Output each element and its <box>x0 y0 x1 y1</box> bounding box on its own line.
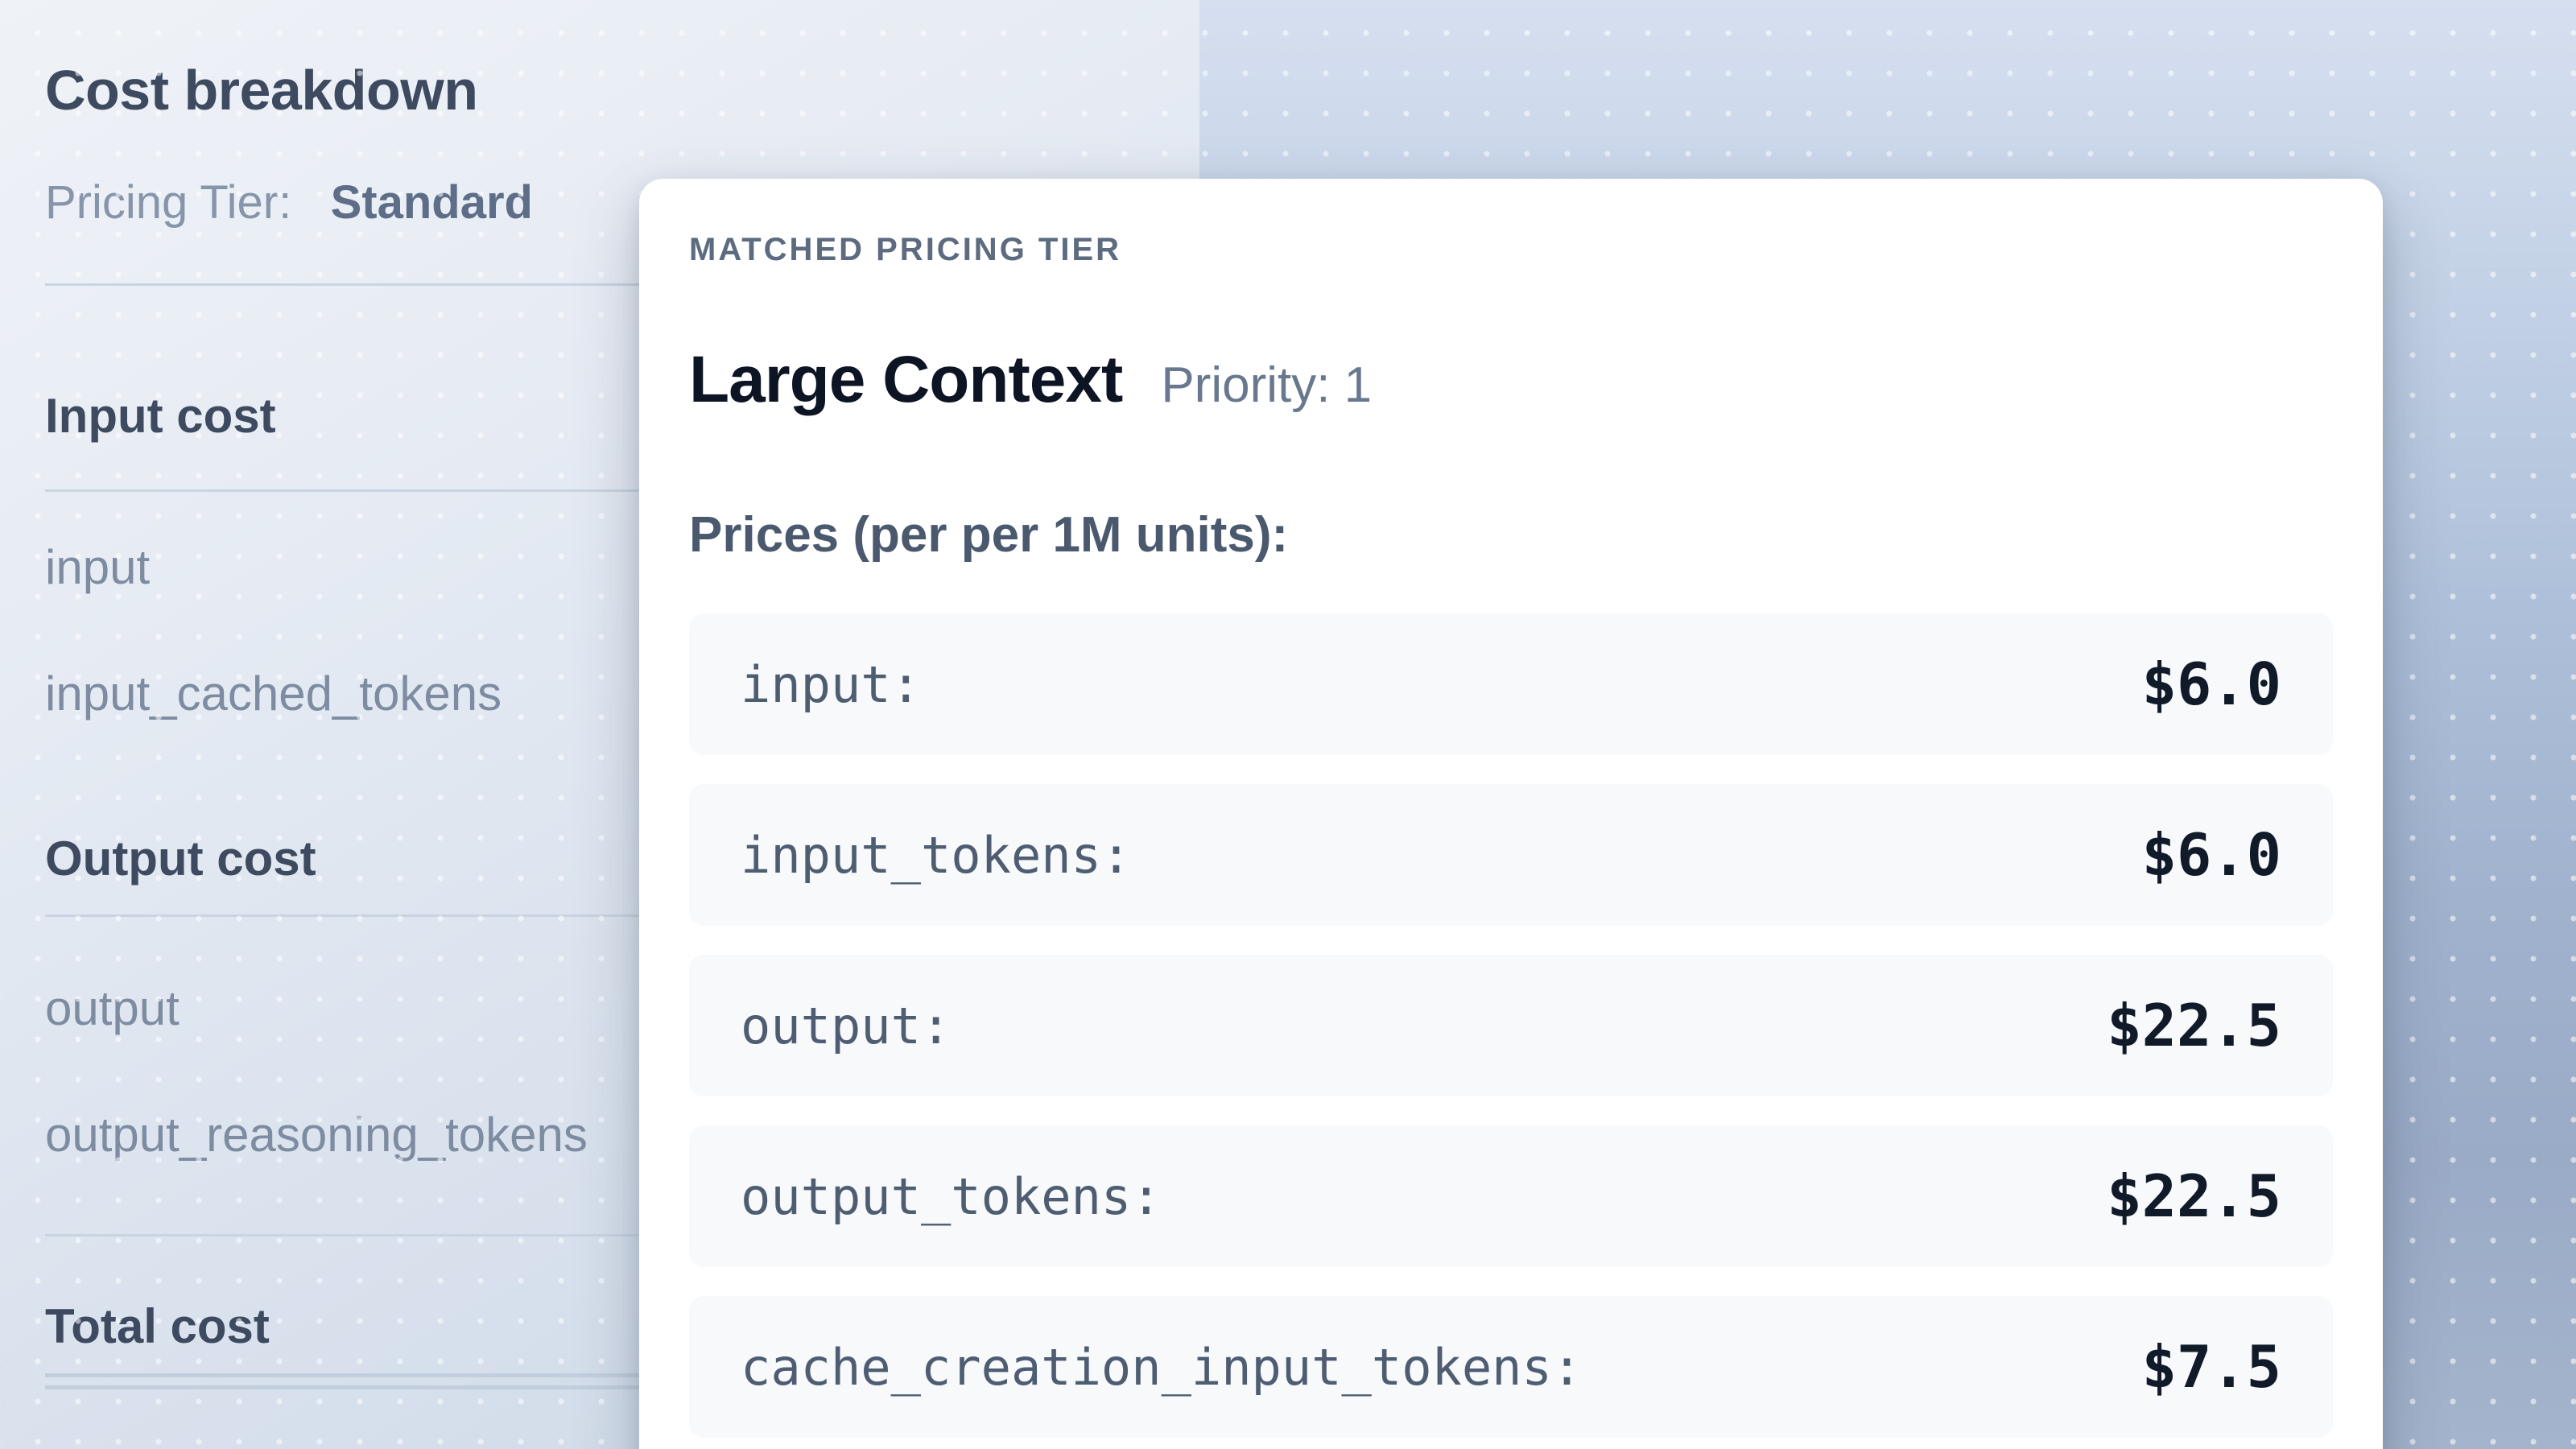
tier-priority: Priority: 1 <box>1161 357 1373 413</box>
cost-item-output-reasoning-tokens: output_reasoning_tokens <box>45 1108 588 1162</box>
price-row: input_tokens: $6.0 <box>689 784 2333 926</box>
matched-pricing-tier-popover: MATCHED PRICING TIER Large Context Prior… <box>639 179 2383 1449</box>
popover-eyebrow: MATCHED PRICING TIER <box>689 232 1122 267</box>
price-rows: input: $6.0 input_tokens: $6.0 output: $… <box>689 613 2333 1438</box>
cost-item-input-cached-tokens: input_cached_tokens <box>45 667 502 720</box>
price-key: output: <box>741 996 952 1055</box>
cost-item-output: output <box>45 981 180 1035</box>
price-key: input: <box>741 654 921 714</box>
section-heading-input-cost: Input cost <box>45 389 276 443</box>
price-row: input: $6.0 <box>689 613 2333 755</box>
price-value: $6.0 <box>2141 650 2281 718</box>
pricing-tier-line: Pricing Tier: Standard <box>45 175 533 229</box>
price-value: $22.5 <box>2107 1162 2281 1230</box>
price-key: input_tokens: <box>741 825 1132 885</box>
section-heading-output-cost: Output cost <box>45 832 316 886</box>
price-value: $6.0 <box>2141 821 2281 889</box>
price-row: output_tokens: $22.5 <box>689 1125 2333 1267</box>
tier-name: Large Context <box>689 343 1123 416</box>
price-row: cache_creation_input_tokens: $7.5 <box>689 1296 2333 1438</box>
price-value: $22.5 <box>2107 992 2281 1059</box>
section-heading-total-cost: Total cost <box>45 1299 270 1353</box>
prices-heading: Prices (per per 1M units): <box>689 507 1289 563</box>
price-key: cache_creation_input_tokens: <box>741 1337 1583 1397</box>
tier-row: Large Context Priority: 1 <box>689 342 2333 418</box>
price-key: output_tokens: <box>741 1166 1162 1226</box>
price-value: $7.5 <box>2141 1333 2281 1401</box>
cost-item-input: input <box>45 540 151 594</box>
price-row: output: $22.5 <box>689 955 2333 1096</box>
pricing-tier-label: Pricing Tier: <box>45 176 292 229</box>
pricing-tier-value: Standard <box>330 176 533 229</box>
page-title: Cost breakdown <box>45 59 478 122</box>
